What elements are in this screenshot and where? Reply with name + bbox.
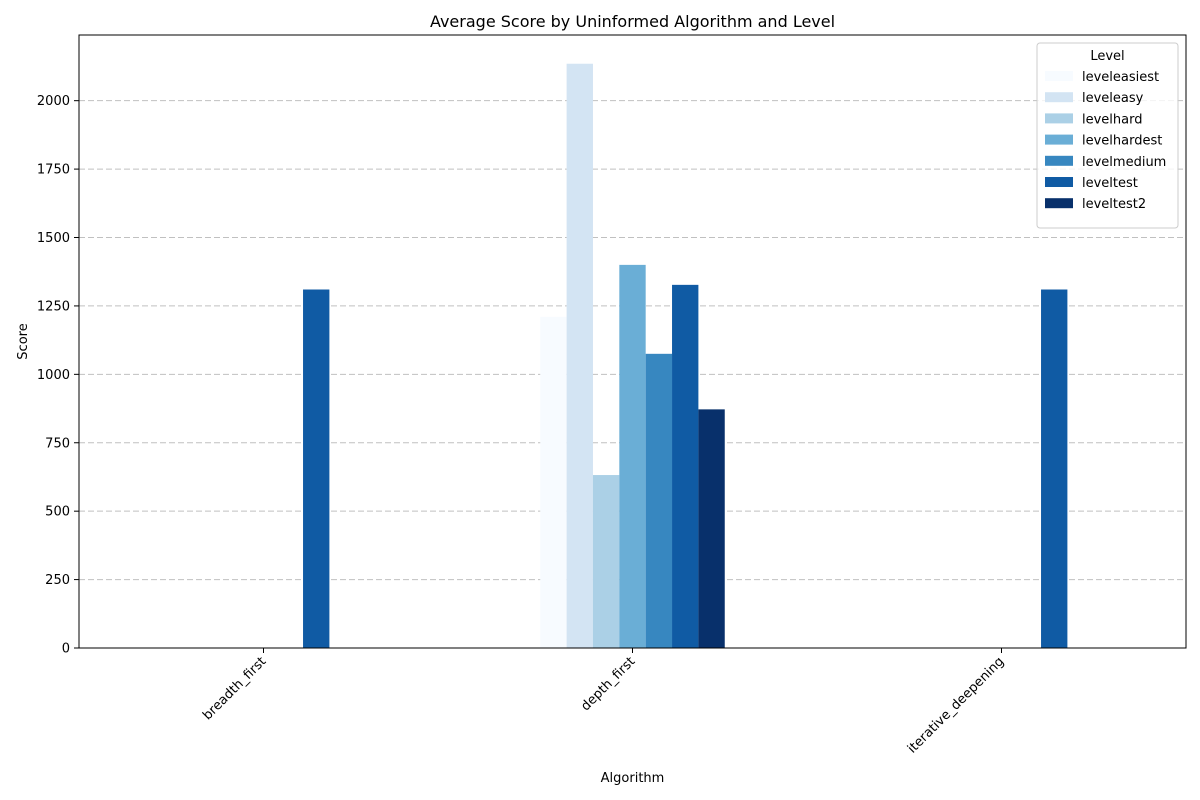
bar-leveltest-iterative_deepening <box>1041 289 1068 648</box>
y-tick-label: 1000 <box>37 368 70 383</box>
x-tick-label: depth_first <box>578 654 638 714</box>
legend-swatch-leveleasiest <box>1045 71 1073 81</box>
bar-levelhard-depth_first <box>592 475 620 648</box>
legend-label-levelmedium: levelmedium <box>1082 155 1166 170</box>
legend: Level leveleasiest leveleasy levelhard level… <box>1036 42 1179 229</box>
bar-leveltest-breadth_first <box>303 289 330 648</box>
bar-leveltest-depth_first <box>672 284 699 648</box>
chart-title: Average Score by Uninformed Algorithm an… <box>430 12 835 31</box>
legend-swatch-leveltest <box>1045 177 1073 187</box>
bar-levelhardest-depth_first <box>619 264 646 648</box>
legend-label-leveleasiest: leveleasiest <box>1082 70 1159 85</box>
x-axis-label: Algorithm <box>601 771 665 786</box>
y-tick-label: 2000 <box>37 94 70 109</box>
legend-swatch-levelhard <box>1045 113 1073 124</box>
x-tick-label: breadth_first <box>200 654 269 723</box>
bar-levelmedium-depth_first <box>645 353 673 648</box>
y-tick-label: 250 <box>45 573 70 588</box>
legend-swatch-leveltest2 <box>1045 198 1073 209</box>
legend-label-leveltest: leveltest <box>1082 176 1138 191</box>
bar-leveleasy-depth_first <box>566 63 593 648</box>
x-axis: breadth_first depth_first iterative_deepen… <box>200 648 1007 757</box>
y-axis-label: Score <box>16 323 31 359</box>
legend-title: Level <box>1090 49 1124 64</box>
y-tick-label: 0 <box>62 642 70 657</box>
y-tick-label: 1750 <box>37 163 70 178</box>
y-tick-label: 1500 <box>37 231 70 246</box>
legend-swatch-levelmedium <box>1045 155 1073 166</box>
x-tick-label: iterative_deepening <box>905 654 1007 756</box>
y-tick-label: 750 <box>45 436 70 451</box>
y-tick-label: 1250 <box>37 299 70 314</box>
legend-label-leveltest2: leveltest2 <box>1082 197 1146 212</box>
legend-label-leveleasy: leveleasy <box>1082 91 1144 106</box>
bar-leveltest2-depth_first <box>698 409 725 648</box>
legend-label-levelhardest: levelhardest <box>1082 134 1162 149</box>
bar-leveleasiest-depth_first <box>540 316 567 648</box>
legend-swatch-levelhardest <box>1045 134 1073 145</box>
legend-label-levelhard: levelhard <box>1082 112 1143 127</box>
y-tick-label: 500 <box>45 505 70 520</box>
legend-swatch-leveleasy <box>1045 92 1073 103</box>
y-axis: 0 250 500 750 1000 1250 1500 1750 2000 <box>37 94 79 657</box>
bars <box>303 63 1068 648</box>
